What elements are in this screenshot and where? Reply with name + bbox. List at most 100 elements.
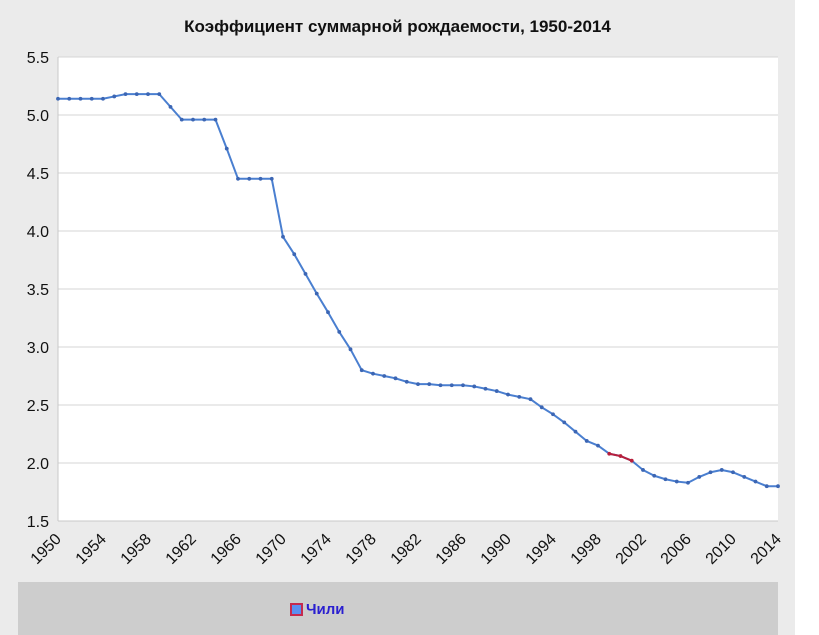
data-point[interactable]	[281, 234, 285, 239]
data-point[interactable]	[551, 412, 555, 417]
data-point[interactable]	[202, 117, 207, 122]
x-tick-label: 1966	[208, 531, 245, 568]
x-tick-label: 1994	[523, 531, 560, 568]
data-point[interactable]	[483, 386, 488, 391]
x-tick-label: 1954	[73, 531, 110, 568]
data-point[interactable]	[191, 117, 195, 122]
data-point[interactable]	[461, 383, 465, 388]
data-point[interactable]	[494, 389, 499, 393]
data-point[interactable]	[146, 92, 150, 97]
y-tick-label: 3.5	[27, 282, 49, 299]
data-point[interactable]	[731, 470, 735, 475]
x-tick-label: 1950	[28, 531, 65, 568]
data-point[interactable]	[652, 473, 657, 478]
data-point[interactable]	[776, 484, 780, 489]
legend: Чили	[18, 582, 778, 635]
data-point[interactable]	[213, 117, 218, 122]
data-point[interactable]	[641, 468, 645, 472]
data-point[interactable]	[269, 176, 274, 181]
data-point[interactable]	[56, 96, 60, 101]
x-tick-label: 2014	[748, 531, 785, 568]
grid-layer	[58, 56, 778, 522]
y-tick-label: 4.5	[27, 166, 49, 183]
data-point[interactable]	[674, 479, 679, 484]
data-point[interactable]	[562, 420, 567, 425]
data-point[interactable]	[686, 480, 690, 485]
data-point[interactable]	[371, 371, 375, 376]
data-point[interactable]	[89, 96, 94, 101]
data-point[interactable]	[506, 392, 510, 397]
legend-item-chile[interactable]: Чили	[290, 601, 345, 618]
data-point[interactable]	[539, 405, 544, 410]
data-point[interactable]	[134, 92, 139, 97]
legend-label: Чили	[306, 601, 345, 618]
data-point[interactable]	[348, 347, 353, 352]
data-point[interactable]	[596, 443, 600, 448]
data-point[interactable]	[404, 379, 409, 384]
data-point[interactable]	[573, 429, 578, 434]
data-point[interactable]	[663, 477, 668, 482]
data-point[interactable]	[382, 374, 387, 378]
data-point[interactable]	[123, 92, 128, 97]
data-point[interactable]	[326, 310, 330, 315]
data-point[interactable]	[416, 382, 420, 387]
data-point[interactable]	[517, 394, 522, 399]
data-point[interactable]	[629, 458, 634, 463]
x-tick-label: 2002	[613, 531, 650, 568]
x-tick-label: 1998	[568, 531, 605, 568]
y-tick-label: 5.5	[27, 50, 49, 67]
data-point[interactable]	[303, 272, 308, 276]
data-point[interactable]	[224, 146, 229, 151]
data-point[interactable]	[359, 368, 364, 373]
data-point[interactable]	[427, 382, 432, 387]
data-point[interactable]	[292, 252, 297, 257]
x-tick-label: 1982	[388, 531, 425, 568]
data-point[interactable]	[258, 176, 263, 181]
data-point[interactable]	[753, 479, 758, 484]
x-tick-label: 1978	[343, 531, 380, 568]
y-tick-label: 1.5	[27, 514, 49, 531]
data-point[interactable]	[764, 484, 769, 489]
x-tick-label: 1970	[253, 531, 290, 568]
data-point[interactable]	[708, 470, 713, 475]
data-point[interactable]	[697, 475, 702, 479]
data-point[interactable]	[438, 383, 443, 388]
data-point[interactable]	[393, 376, 398, 381]
series-layer	[56, 92, 780, 489]
data-point[interactable]	[472, 384, 477, 389]
data-point[interactable]	[584, 439, 589, 443]
x-axis: 1950 1954 1958 1962 1966 1970 1974 1978 1982 1986…	[28, 520, 785, 568]
y-tick-label: 4.0	[27, 224, 49, 241]
data-point[interactable]	[337, 330, 342, 334]
x-tick-label: 1974	[298, 531, 335, 568]
data-point[interactable]	[78, 96, 83, 101]
x-tick-label: 2006	[658, 531, 695, 568]
data-point[interactable]	[618, 454, 623, 458]
data-point[interactable]	[742, 475, 747, 479]
x-tick-label: 2010	[703, 531, 740, 568]
x-tick-label: 1990	[478, 531, 515, 568]
y-axis: 1.5 2.0 2.5 3.0 3.5 4.0 4.5 5.0 5.5	[27, 50, 59, 531]
data-point[interactable]	[449, 383, 454, 388]
x-tick-label: 1986	[433, 531, 470, 568]
y-tick-label: 5.0	[27, 108, 49, 125]
data-point[interactable]	[719, 468, 724, 472]
data-point[interactable]	[157, 92, 162, 97]
data-point[interactable]	[101, 96, 105, 101]
data-point[interactable]	[236, 176, 240, 181]
x-tick-label: 1962	[163, 531, 200, 568]
chart-title: Коэффициент суммарной рождаемости, 1950-…	[184, 17, 611, 36]
x-tick-label: 1958	[118, 531, 155, 568]
data-point[interactable]	[247, 176, 252, 181]
data-point[interactable]	[607, 451, 612, 456]
data-point[interactable]	[168, 104, 173, 109]
data-point[interactable]	[179, 117, 184, 122]
y-tick-label: 2.0	[27, 456, 49, 473]
data-point[interactable]	[314, 291, 319, 296]
chart-svg: 1.5 2.0 2.5 3.0 3.5 4.0 4.5 5.0 5.5 1950 1954 1958…	[27, 50, 785, 568]
data-point[interactable]	[528, 397, 533, 402]
data-point[interactable]	[67, 96, 72, 101]
y-tick-label: 3.0	[27, 340, 49, 357]
y-tick-label: 2.5	[27, 398, 49, 415]
data-point[interactable]	[112, 94, 117, 99]
